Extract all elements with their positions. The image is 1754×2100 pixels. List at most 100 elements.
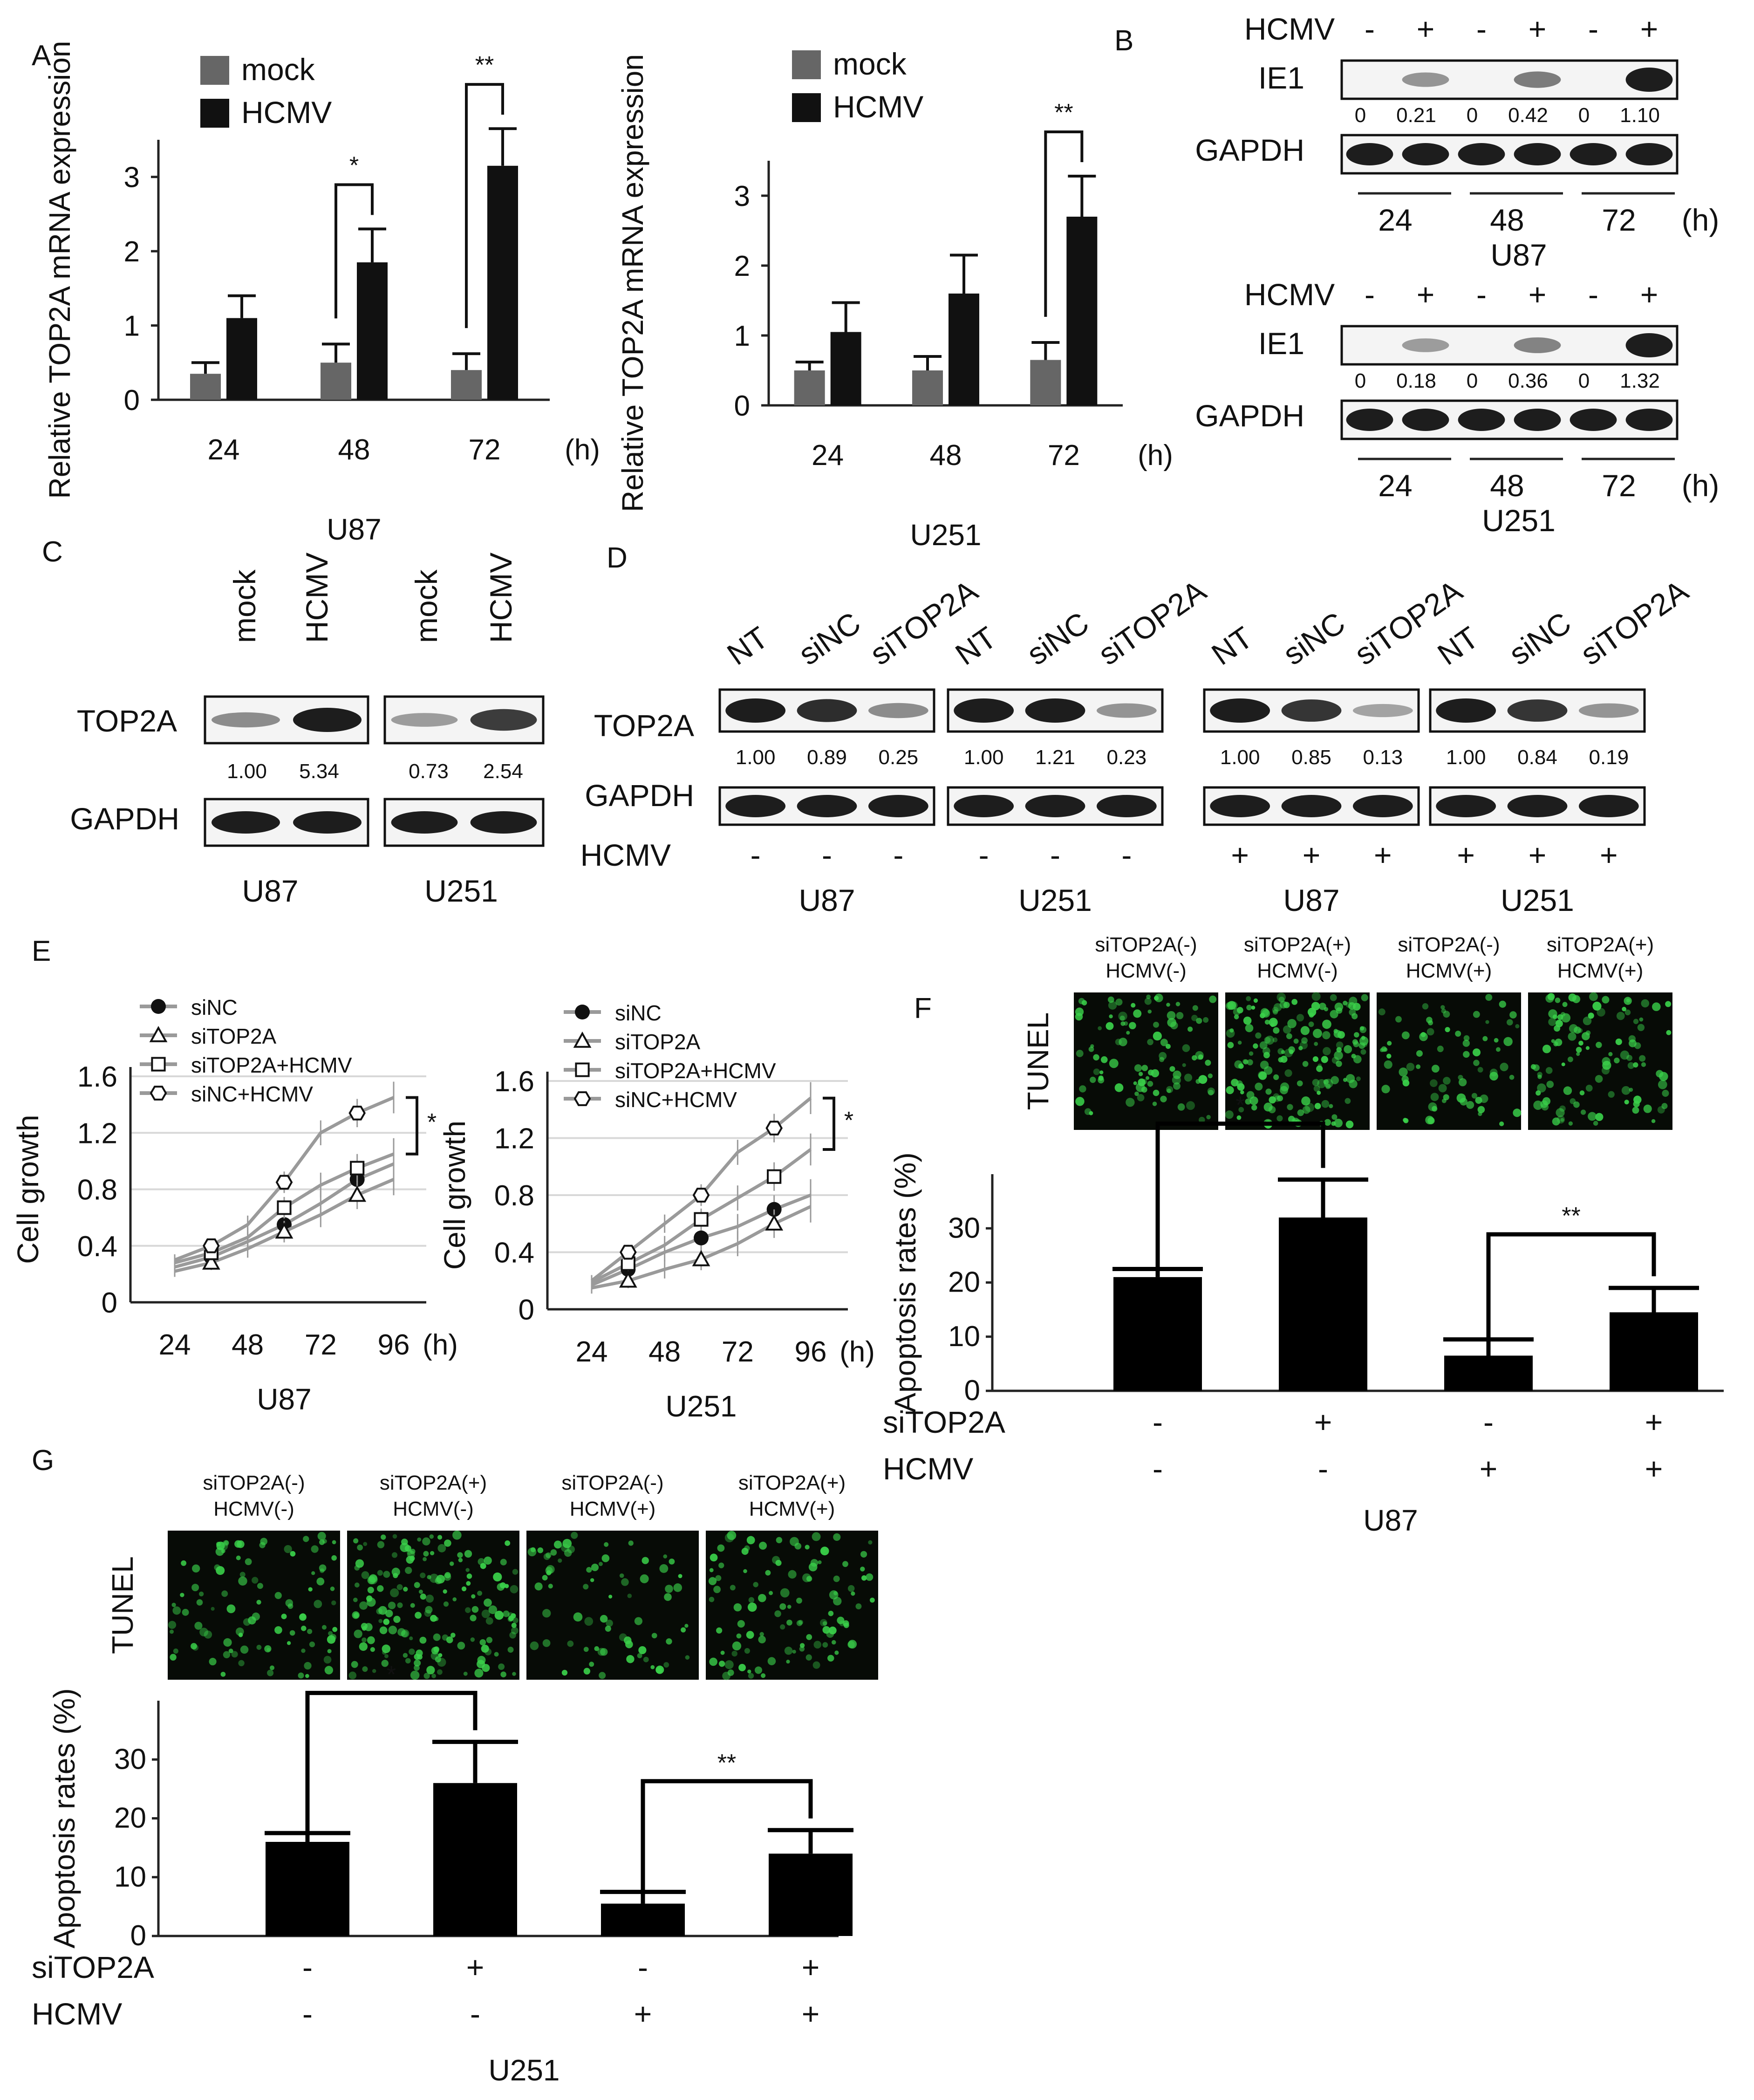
tunel-cell	[772, 1556, 780, 1564]
tunel-cell	[422, 1537, 430, 1546]
tunel-cell	[1196, 1018, 1202, 1024]
tunel-cell	[1263, 1066, 1273, 1075]
tunel-cell	[786, 1660, 790, 1664]
tunel-cell	[1324, 1119, 1331, 1126]
top2a-blot-u251-band	[470, 709, 537, 731]
tunel-cell	[1249, 1051, 1254, 1056]
tunel-cell	[1602, 996, 1610, 1004]
tunel-cell	[1477, 1106, 1485, 1114]
tunel-cell	[1593, 1121, 1598, 1126]
tunel-cell	[267, 1669, 274, 1676]
tunel-cell	[368, 1575, 378, 1585]
tunel-cell	[731, 1650, 737, 1657]
tunel-cell	[321, 1625, 327, 1630]
tunel-cell	[1334, 1051, 1343, 1060]
tunel-cell	[753, 1582, 758, 1587]
hcmv-sign: +	[1600, 838, 1618, 872]
tunel-cell	[248, 1616, 256, 1625]
y-tick-label: 30	[114, 1743, 146, 1775]
tunel-cell	[171, 1602, 176, 1607]
tunel-cell	[240, 1645, 249, 1654]
top2a-blot-band	[1025, 698, 1085, 723]
tunel-cell	[1545, 1067, 1553, 1074]
tunel-cell	[1153, 1031, 1162, 1041]
tunel-cell	[790, 1537, 799, 1546]
tunel-cell	[245, 1558, 252, 1566]
density-value: 0.84	[1517, 746, 1557, 769]
tunel-cell	[1191, 1014, 1198, 1021]
tunel-cell	[1345, 1120, 1354, 1129]
tunel-cell	[1137, 1094, 1145, 1101]
tunel-cell	[1626, 1055, 1632, 1061]
tunel-cell	[1093, 1068, 1100, 1075]
tunel-cell	[1344, 1045, 1352, 1053]
legend-label: mock	[241, 52, 315, 87]
tunel-cell	[199, 1628, 208, 1637]
tunel-cell	[738, 1664, 746, 1671]
tunel-cell	[1090, 1044, 1094, 1048]
tunel-cell	[666, 1638, 672, 1645]
ie1-blot-band	[1514, 71, 1561, 88]
legend-label: mock	[833, 47, 907, 81]
tunel-cell	[500, 1671, 506, 1677]
y-tick-label: 20	[948, 1266, 980, 1299]
row-label: HCMV	[32, 1997, 122, 2031]
unit-label: (h)	[1682, 203, 1720, 237]
tunel-cell	[1383, 1047, 1388, 1052]
tunel-cell	[1131, 1003, 1136, 1008]
tunel-cell	[1556, 1115, 1565, 1124]
marker-square	[767, 1169, 782, 1184]
tunel-cell	[1081, 1000, 1087, 1006]
marker-triangle	[348, 1185, 367, 1202]
condition-sign: -	[302, 1950, 313, 1984]
tunel-cell	[1107, 996, 1114, 1003]
tunel-cell	[1438, 1084, 1447, 1093]
tunel-cell	[269, 1665, 275, 1670]
tunel-cell	[403, 1587, 408, 1592]
tunel-cell	[1225, 1110, 1234, 1119]
tunel-cell	[1562, 1002, 1568, 1007]
panel-label-a: A	[32, 40, 51, 72]
tunel-cell	[391, 1567, 400, 1576]
tunel-cell	[1276, 992, 1286, 1002]
tunel-cell	[1361, 994, 1368, 1001]
tunel-cell	[1428, 1102, 1437, 1111]
tunel-cell	[433, 1633, 441, 1641]
tunel-cell	[1308, 1021, 1314, 1027]
tunel-cell	[435, 1577, 442, 1584]
tunel-cell	[1176, 1012, 1184, 1019]
tunel-image	[168, 1531, 340, 1680]
density-value: 0	[1355, 104, 1366, 127]
tunel-cell	[1147, 1009, 1152, 1014]
tunel-cell	[1286, 1033, 1292, 1040]
tunel-cell	[1075, 1097, 1085, 1106]
tunel-cell	[423, 1551, 429, 1557]
tunel-cell	[758, 1594, 766, 1602]
tunel-cell	[1154, 993, 1163, 1002]
tunel-cell	[796, 1620, 803, 1626]
panel-f-tunel-chart: siTOP2A(-) HCMV(-) siTOP2A(+) HCMV(-) siTOP2…	[883, 933, 1724, 1537]
tunel-cell	[235, 1627, 244, 1636]
tunel-cell	[444, 1573, 451, 1581]
gapdh-blot-band	[1578, 795, 1639, 817]
tunel-cell	[1160, 1039, 1168, 1047]
tunel-cell	[204, 1630, 212, 1639]
tunel-cell	[1555, 998, 1561, 1003]
legend-label: siTOP2A+HCMV	[191, 1053, 352, 1077]
tunel-cell	[638, 1646, 647, 1655]
tunel-cell	[1076, 1049, 1084, 1057]
tunel-cell	[1430, 1079, 1438, 1088]
gapdh-blot-band	[1458, 409, 1505, 431]
tunel-cell	[180, 1593, 184, 1597]
marker-triangle	[202, 1253, 220, 1270]
tunel-cell	[788, 1570, 797, 1579]
tunel-cell	[419, 1636, 427, 1644]
tunel-cell	[842, 1561, 848, 1567]
tunel-cell	[378, 1606, 387, 1615]
significance-label: **	[717, 1750, 736, 1777]
condition-sign: +	[1645, 1405, 1663, 1439]
tunel-cell	[1641, 999, 1650, 1008]
tunel-cell	[761, 1673, 766, 1678]
tunel-cell	[606, 1620, 613, 1627]
tunel-cell	[377, 1541, 385, 1548]
